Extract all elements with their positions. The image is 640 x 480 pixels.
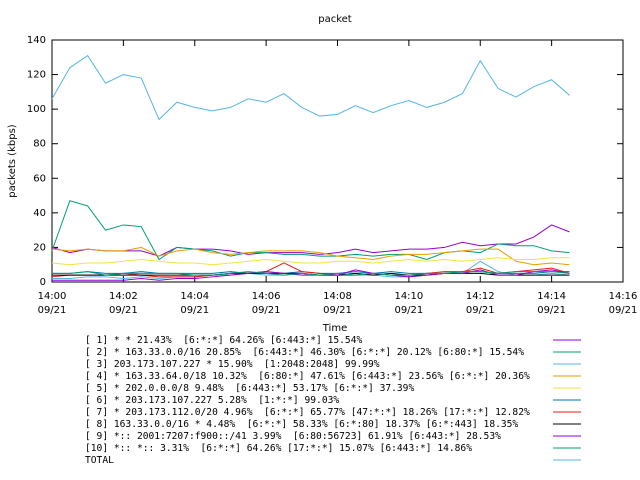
legend-label: [ 3] 203.173.107.227 * 15.90% [1:2048:20…: [85, 359, 380, 370]
series-line: [51, 246, 570, 266]
y-axis-label: packets (kbps): [7, 124, 18, 197]
x-tick-label: 14:02: [109, 291, 138, 302]
x-axis-label: Time: [322, 323, 347, 334]
x-tick-date: 09/21: [323, 305, 352, 316]
series-line: [52, 260, 570, 280]
legend-label: [ 1] * * 21.43% [6:*:*] 64.26% [6:443:*]…: [85, 335, 362, 346]
y-tick-label: 20: [33, 242, 46, 253]
series-line: [51, 200, 570, 261]
x-tick-label: 14:14: [537, 291, 566, 302]
x-tick-label: 14:06: [252, 291, 281, 302]
y-tick-label: 0: [40, 277, 46, 288]
x-tick-date: 09/21: [180, 305, 209, 316]
legend-label: TOTAL: [85, 455, 114, 466]
x-tick-date: 09/21: [38, 305, 67, 316]
series-line: [52, 271, 570, 276]
y-tick-label: 120: [27, 70, 46, 81]
x-tick-date: 09/21: [394, 305, 423, 316]
x-tick-label: 14:16: [609, 291, 638, 302]
x-tick-date: 09/21: [537, 305, 566, 316]
legend-label: [ 2] * 163.33.0.0/16 20.85% [6:443:*] 46…: [85, 347, 524, 358]
legend-label: [10] *:: *:: 3.31% [6:*:*] 64.26% [17:*:…: [85, 443, 472, 454]
x-tick-label: 14:12: [466, 291, 495, 302]
series-line: [51, 54, 570, 121]
legend-label: [ 8] 163.33.0.0/16 * 4.48% [6:*:*] 58.33…: [85, 419, 518, 430]
legend-label: [ 7] * 203.173.112.0/20 4.96% [6:*:*] 65…: [85, 407, 530, 418]
x-tick-date: 09/21: [609, 305, 638, 316]
y-tick-label: 60: [33, 173, 46, 184]
x-tick-label: 14:00: [38, 291, 67, 302]
legend-label: [ 4] * 163.33.64.0/18 10.32% [6:80:*] 47…: [85, 371, 530, 382]
x-tick-date: 09/21: [252, 305, 281, 316]
series-line: [52, 269, 570, 281]
plot-border: [51, 39, 624, 283]
series-line: [51, 257, 570, 266]
legend-label: [ 9] *:: 2001:7207:f900::/41 3.99% [6:80…: [85, 431, 501, 442]
y-tick-label: 140: [27, 35, 46, 46]
x-tick-label: 14:10: [394, 291, 423, 302]
y-tick-label: 40: [33, 208, 46, 219]
x-tick-label: 14:08: [323, 291, 352, 302]
chart-title: packet: [318, 14, 352, 25]
x-tick-date: 09/21: [466, 305, 495, 316]
y-tick-label: 80: [33, 139, 46, 150]
legend-label: [ 6] * 203.173.107.227 5.28% [1:*:*] 99.…: [85, 395, 339, 406]
x-tick-label: 14:04: [180, 291, 209, 302]
series-line: [51, 224, 570, 257]
x-tick-date: 09/21: [109, 305, 138, 316]
y-tick-label: 100: [27, 104, 46, 115]
legend-label: [ 5] * 202.0.0.0/8 9.48% [6:443:*] 53.17…: [85, 383, 414, 394]
